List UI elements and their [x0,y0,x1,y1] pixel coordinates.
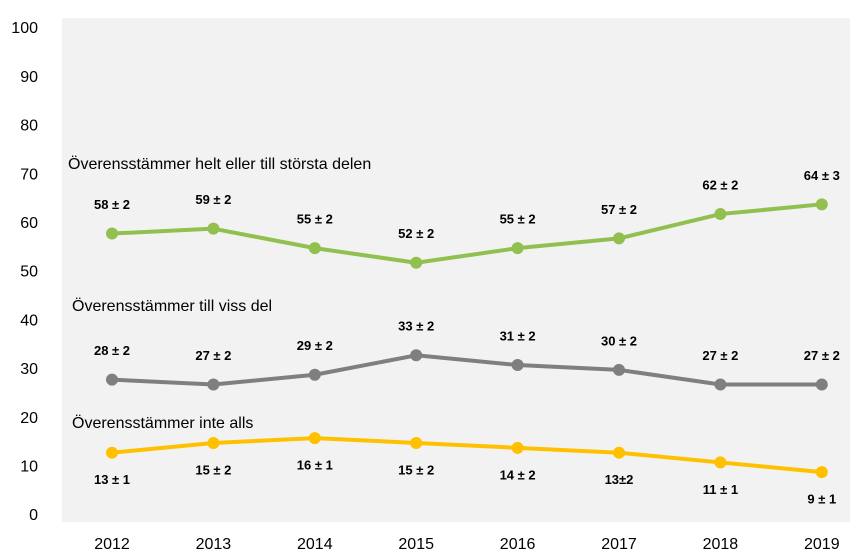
data-label: 13 ± 1 [94,472,130,487]
y-tick-label: 100 [11,20,38,37]
y-tick-label: 70 [20,166,38,183]
point [815,466,828,479]
point [511,441,524,454]
y-tick-label: 10 [20,459,38,476]
series-name: Överensstämmer helt eller till största d… [68,155,371,173]
data-label: 57 ± 2 [601,202,637,217]
point [207,436,220,449]
data-label: 30 ± 2 [601,333,637,348]
data-label: 11 ± 1 [703,482,738,497]
series-name: Överensstämmer inte alls [72,414,253,432]
x-tick-label: 2017 [601,536,637,553]
data-label: 31 ± 2 [500,328,536,343]
series-name: Överensstämmer till viss del [72,297,272,315]
series-line [111,202,822,265]
point [613,232,625,245]
data-label: 28 ± 2 [94,343,130,358]
point [106,373,118,386]
y-tick-label: 80 [20,118,38,135]
data-label: 9 ± 1 [807,492,836,507]
y-tick-label: 20 [20,410,38,427]
data-label: 29 ± 2 [297,338,333,353]
point [714,456,727,469]
series-line [111,353,822,387]
point [308,368,321,381]
x-tick-label: 2013 [196,536,232,553]
data-label: 15 ± 2 [398,462,434,477]
point [815,198,828,211]
y-tick-label: 30 [20,361,38,378]
x-tick-label: 2019 [804,536,840,553]
point [613,363,625,376]
point [207,378,220,391]
data-label: 33 ± 2 [398,319,434,334]
data-label: 15 ± 2 [195,462,231,477]
data-label: 27 ± 2 [702,348,738,363]
x-tick-label: 2018 [703,536,739,553]
point [410,349,423,362]
point [308,242,321,255]
point [714,208,727,221]
data-label: 27 ± 2 [804,348,840,363]
point [815,378,828,391]
point [613,446,625,459]
point [714,378,727,391]
data-label: 27 ± 2 [195,348,231,363]
data-label: 55 ± 2 [500,212,536,227]
point [410,256,423,269]
point [410,436,423,449]
point [106,446,118,459]
data-label: 55 ± 2 [297,212,333,227]
y-tick-label: 60 [20,215,38,232]
data-label: 14 ± 2 [500,467,536,482]
y-tick-label: 90 [20,69,38,86]
x-tick-label: 2015 [398,536,434,553]
data-label: 52 ± 2 [398,226,434,241]
point [207,222,220,235]
point [511,359,524,372]
data-label: 16 ± 1 [297,458,333,473]
point [308,432,321,445]
plot-background [62,18,850,522]
x-tick-label: 2014 [297,536,333,553]
data-label: 13±2 [605,472,634,487]
point [511,242,524,255]
data-label: 58 ± 2 [94,197,130,212]
data-label: 64 ± 3 [804,168,840,183]
point [106,227,118,240]
series-line [111,436,822,475]
x-tick-label: 2012 [94,536,130,553]
data-label: 62 ± 2 [702,177,738,192]
y-tick-label: 40 [20,312,38,329]
y-tick-label: 0 [29,507,38,524]
data-label: 59 ± 2 [195,192,231,207]
y-tick-label: 50 [20,264,38,281]
x-tick-label: 2016 [500,536,536,553]
